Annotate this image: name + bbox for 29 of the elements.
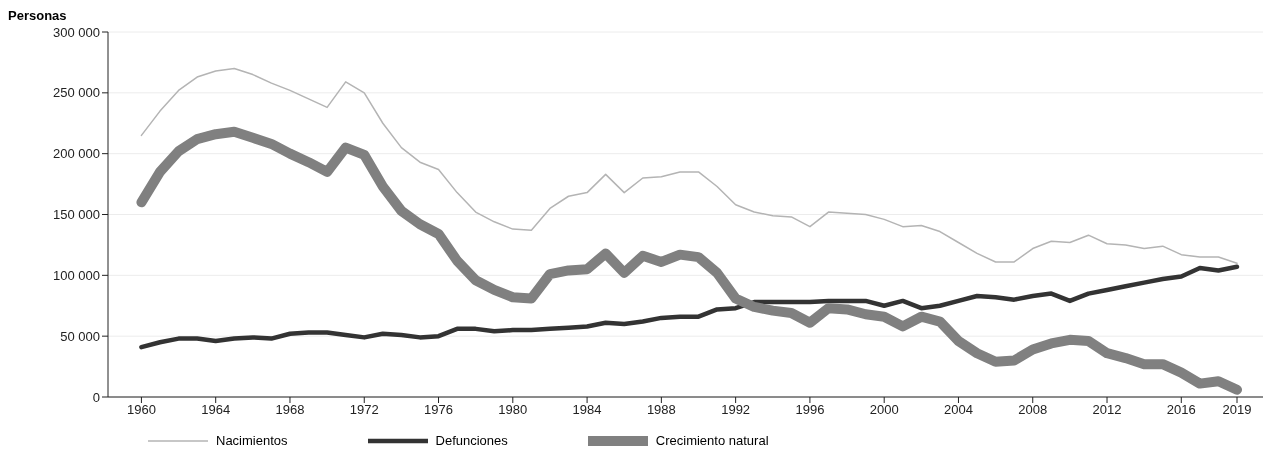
- x-tick-label: 1976: [424, 402, 453, 418]
- legend-label: Nacimientos: [216, 433, 288, 448]
- y-tick-label: 0: [92, 389, 100, 405]
- x-tick-label: 1984: [572, 402, 602, 418]
- line-series: [140, 67, 1238, 264]
- x-tick-label: 1968: [275, 402, 305, 418]
- x-tick-label: 2019: [1222, 402, 1252, 418]
- x-tick-label: 1988: [646, 402, 676, 418]
- x-tick-label: 2004: [944, 402, 973, 418]
- y-axis-title: Personas: [8, 8, 68, 24]
- x-tick-label: 2012: [1092, 402, 1122, 418]
- x-tick-label: 1960: [126, 402, 156, 418]
- y-tick-label: 250 000: [53, 85, 100, 101]
- y-tick-label: 300 000: [53, 24, 100, 40]
- x-tick-label: 1992: [721, 402, 751, 418]
- x-tick-label: 1964: [201, 402, 231, 418]
- x-tick-label: 2008: [1018, 402, 1048, 418]
- y-tick-label: 100 000: [53, 267, 100, 283]
- line-series: [139, 264, 1240, 350]
- y-tick-label: 150 000: [53, 207, 100, 223]
- x-tick-label: 2016: [1166, 402, 1196, 418]
- x-tick-label: 2000: [869, 402, 899, 418]
- y-tick-label: 200 000: [53, 146, 100, 162]
- x-tick-label: 1980: [498, 402, 528, 418]
- y-tick-label: 50 000: [60, 328, 100, 344]
- x-tick-label: 1972: [349, 402, 379, 418]
- x-tick-label: 1996: [795, 402, 825, 418]
- legend-label: Crecimiento natural: [655, 433, 769, 448]
- legend-label: Defunciones: [435, 433, 508, 448]
